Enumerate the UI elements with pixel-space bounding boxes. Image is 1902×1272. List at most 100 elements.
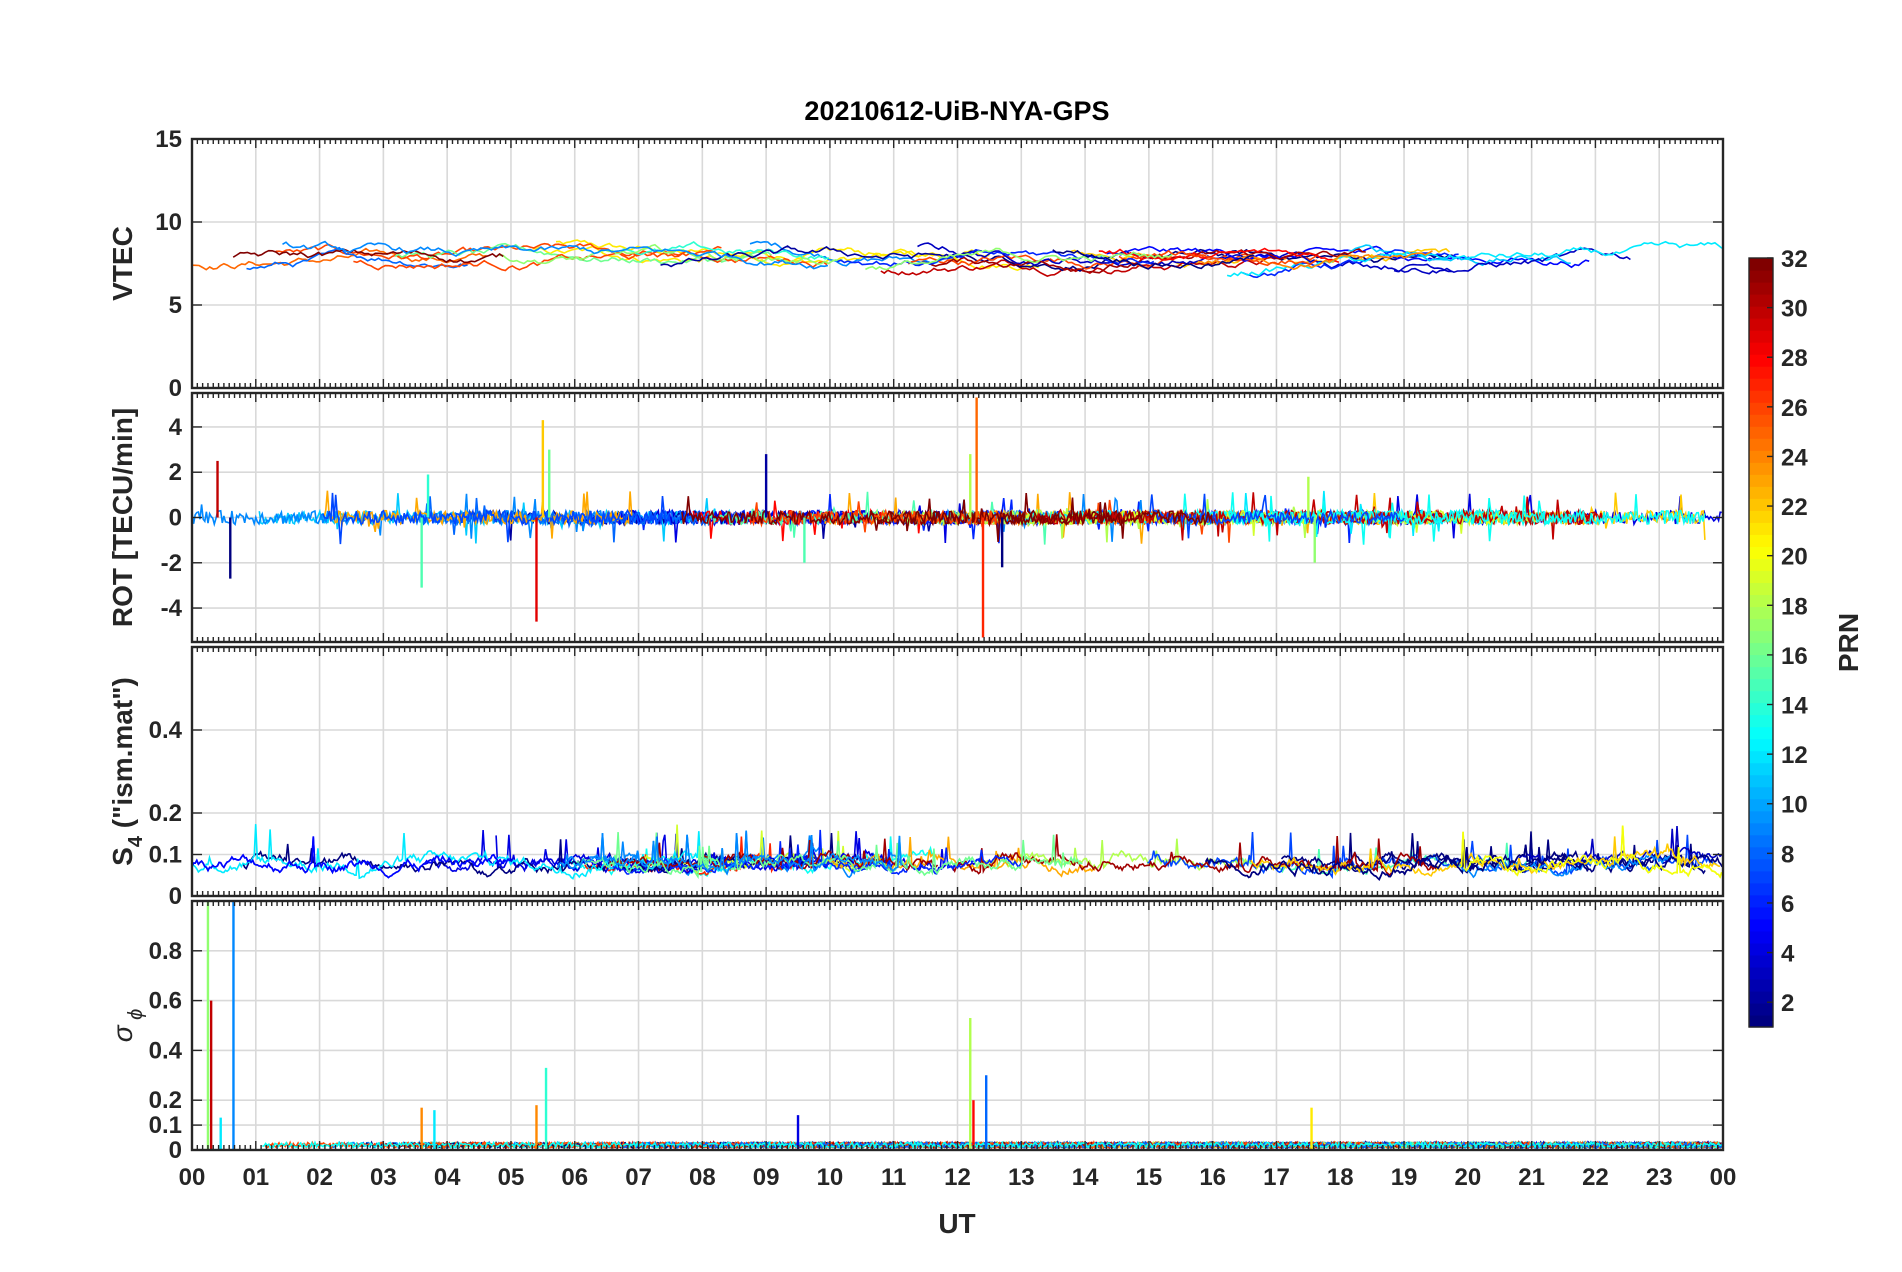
colorbar-segment bbox=[1749, 498, 1773, 511]
colorbar-segment bbox=[1749, 258, 1773, 271]
colorbar-segment bbox=[1749, 966, 1773, 980]
colorbar-segment bbox=[1749, 438, 1773, 451]
y-tick-label: 0.4 bbox=[149, 1037, 183, 1064]
colorbar-segment bbox=[1749, 330, 1773, 343]
colorbar-segment bbox=[1749, 918, 1773, 932]
y-tick-label: 0.4 bbox=[149, 717, 183, 744]
panel-s4: 0 0.1 0.2 0.4S4 ("ism.mat") bbox=[107, 645, 1725, 910]
x-tick-label: 00 bbox=[1710, 1164, 1737, 1191]
data-lines bbox=[192, 397, 1722, 638]
x-tick-label: 22 bbox=[1582, 1164, 1609, 1191]
y-tick-label: 4 bbox=[169, 414, 183, 441]
x-tick-label: 04 bbox=[434, 1164, 461, 1191]
colorbar-segment bbox=[1749, 762, 1773, 776]
colorbar-segment bbox=[1749, 342, 1773, 355]
series-line bbox=[1250, 836, 1721, 877]
series-line bbox=[262, 1140, 1722, 1150]
colorbar-segment bbox=[1749, 606, 1773, 620]
x-axis-label: UT bbox=[938, 1208, 975, 1239]
y-tick-label: 2 bbox=[169, 459, 182, 486]
colorbar-segment bbox=[1749, 486, 1773, 499]
series-line bbox=[917, 242, 1453, 273]
data-lines bbox=[192, 824, 1723, 881]
colorbar-segment bbox=[1749, 534, 1773, 547]
x-tick-label: 00 bbox=[179, 1164, 206, 1191]
colorbar-tick-label: 26 bbox=[1781, 395, 1808, 422]
colorbar-segment bbox=[1749, 522, 1773, 535]
colorbar-segment bbox=[1749, 810, 1773, 824]
colorbar-tick-label: 24 bbox=[1781, 444, 1808, 471]
colorbar-segment bbox=[1749, 750, 1773, 764]
x-tick-label: 16 bbox=[1199, 1164, 1226, 1191]
y-tick-label: 0.2 bbox=[149, 1087, 182, 1114]
x-tick-label: 21 bbox=[1518, 1164, 1545, 1191]
colorbar-tick-label: 12 bbox=[1781, 742, 1808, 769]
colorbar-segment bbox=[1749, 846, 1773, 860]
y-axis-label: ROT [TECU/min] bbox=[107, 408, 138, 627]
colorbar-segment bbox=[1749, 978, 1773, 992]
colorbar-segment bbox=[1749, 942, 1773, 956]
colorbar-segment bbox=[1749, 906, 1773, 920]
x-tick-label: 06 bbox=[561, 1164, 588, 1191]
series-line bbox=[192, 836, 511, 879]
colorbar-segment bbox=[1749, 354, 1773, 367]
series-line bbox=[836, 248, 1155, 268]
colorbar-segment bbox=[1749, 714, 1773, 728]
colorbar-label: PRN bbox=[1833, 613, 1864, 672]
x-tick-label: 11 bbox=[881, 1164, 906, 1191]
x-tick-label: 08 bbox=[689, 1164, 716, 1191]
y-tick-label: 5 bbox=[169, 292, 182, 319]
x-tick-label: 12 bbox=[944, 1164, 971, 1191]
colorbar-segment bbox=[1749, 474, 1773, 487]
y-tick-label: 10 bbox=[155, 209, 182, 236]
series-line bbox=[1457, 853, 1671, 879]
colorbar-segment bbox=[1749, 594, 1773, 608]
x-tick-label: 05 bbox=[498, 1164, 525, 1191]
colorbar-tick-label: 18 bbox=[1781, 593, 1808, 620]
panel-sigma_phi: 00.10.2 0.4 0.6 0.8 σ ϕ bbox=[107, 899, 1725, 1164]
colorbar-segment bbox=[1749, 654, 1773, 668]
colorbar-segment bbox=[1749, 366, 1773, 379]
colorbar-segment bbox=[1749, 726, 1773, 740]
colorbar-segment bbox=[1749, 690, 1773, 704]
series-line bbox=[681, 493, 1214, 531]
colorbar-tick-label: 28 bbox=[1781, 345, 1808, 372]
colorbar-segment bbox=[1749, 582, 1773, 596]
series-line bbox=[322, 492, 673, 545]
series-line bbox=[660, 245, 982, 268]
panel-rot: -4 -2 0 2 4 ROT [TECU/min] bbox=[107, 391, 1725, 644]
x-tick-label: 20 bbox=[1454, 1164, 1481, 1191]
series-line bbox=[499, 243, 843, 266]
colorbar-segment bbox=[1749, 282, 1773, 295]
y-tick-label: -4 bbox=[161, 595, 183, 622]
colorbar-segment bbox=[1749, 318, 1773, 331]
colorbar-segment bbox=[1749, 666, 1773, 680]
series-line bbox=[192, 247, 487, 271]
series-line bbox=[1518, 826, 1723, 868]
colorbar-segment bbox=[1749, 570, 1773, 584]
colorbar-segment bbox=[1749, 558, 1773, 572]
panel-vtec: 0 5 10 15 VTEC bbox=[107, 126, 1725, 402]
y-tick-label: 0.1 bbox=[149, 1112, 182, 1139]
colorbar-segment bbox=[1749, 678, 1773, 692]
colorbar-segment bbox=[1749, 894, 1773, 908]
y-axis-label: VTEC bbox=[107, 226, 138, 301]
colorbar-segment bbox=[1749, 858, 1773, 872]
colorbar-tick-label: 16 bbox=[1781, 643, 1808, 670]
series-line bbox=[1052, 249, 1255, 270]
x-tick-label: 19 bbox=[1391, 1164, 1418, 1191]
y-tick-label: 0 bbox=[169, 375, 182, 402]
colorbar-segment bbox=[1749, 426, 1773, 439]
colorbar-tick-label: 22 bbox=[1781, 494, 1808, 521]
colorbar-segment bbox=[1749, 786, 1773, 800]
series-line bbox=[1393, 247, 1631, 275]
colorbar-segment bbox=[1749, 930, 1773, 944]
colorbar-segment bbox=[1749, 642, 1773, 656]
colorbar-segment bbox=[1749, 1002, 1773, 1016]
colorbar-segment bbox=[1749, 450, 1773, 463]
colorbar-segment bbox=[1749, 954, 1773, 968]
y-tick-label: 0.6 bbox=[149, 988, 182, 1015]
x-tick-label: 23 bbox=[1646, 1164, 1673, 1191]
